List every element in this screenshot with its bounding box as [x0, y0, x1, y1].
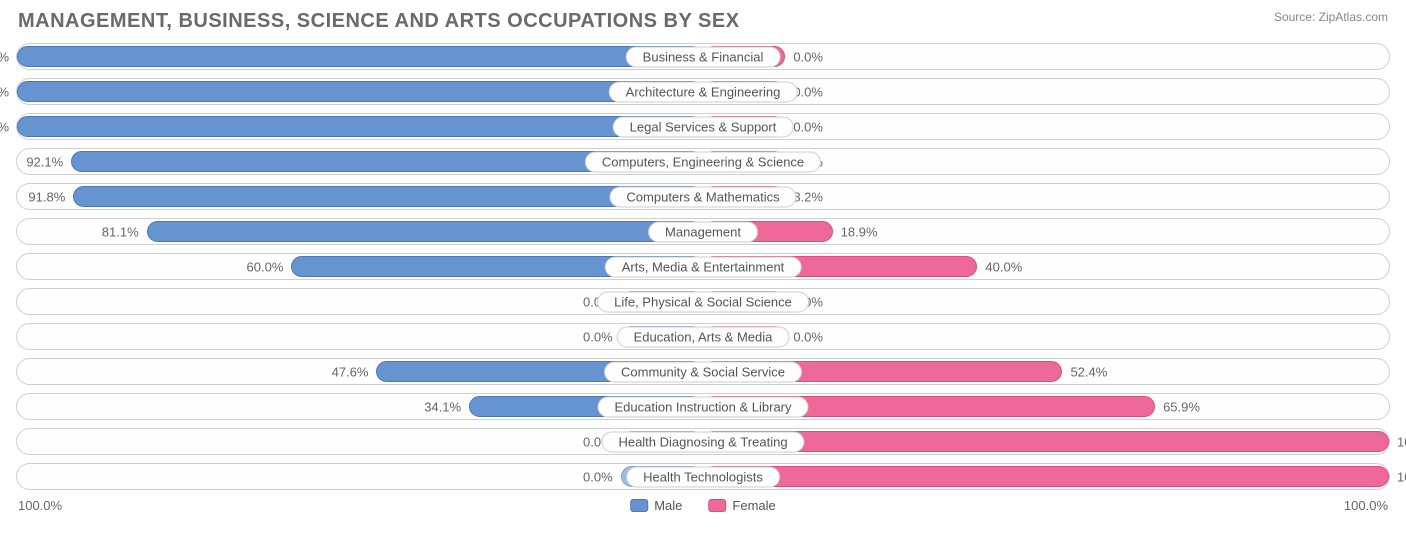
- male-swatch-icon: [630, 499, 648, 512]
- chart-row: 100.0%0.0%Architecture & Engineering: [16, 78, 1390, 105]
- axis-left-label: 100.0%: [18, 498, 62, 513]
- female-value: 0.0%: [793, 84, 823, 99]
- chart-row: 34.1% 65.9% Education Instruction & Librar…: [16, 393, 1390, 420]
- chart-row: 47.6% 52.4% Community & Social Service: [16, 358, 1390, 385]
- legend-female-label: Female: [732, 498, 775, 513]
- category-label: Education, Arts & Media: [617, 326, 790, 347]
- female-value: 100.0%: [1397, 434, 1406, 449]
- female-bar: [703, 431, 1389, 452]
- chart-axis: 100.0% 100.0% Male Female: [16, 498, 1390, 518]
- male-value: 91.8%: [28, 189, 65, 204]
- male-value: 0.0%: [583, 329, 613, 344]
- male-value: 100.0%: [0, 84, 9, 99]
- male-value: 47.6%: [332, 364, 369, 379]
- chart-row: 100.0%0.0%Business & Financial: [16, 43, 1390, 70]
- legend-male: Male: [630, 498, 682, 513]
- chart-row: 92.1%8.0%Computers, Engineering & Scienc…: [16, 148, 1390, 175]
- chart-row: 0.0%100.0%Health Diagnosing & Treating: [16, 428, 1390, 455]
- male-value: 60.0%: [247, 259, 284, 274]
- category-label: Computers, Engineering & Science: [585, 151, 821, 172]
- category-label: Health Technologists: [626, 466, 780, 487]
- female-value: 100.0%: [1397, 469, 1406, 484]
- male-bar: [147, 221, 703, 242]
- category-label: Education Instruction & Library: [597, 396, 808, 417]
- female-value: 52.4%: [1070, 364, 1107, 379]
- male-value: 100.0%: [0, 119, 9, 134]
- legend-female: Female: [708, 498, 775, 513]
- source-label: Source:: [1274, 10, 1315, 24]
- occupations-by-sex-chart: MANAGEMENT, BUSINESS, SCIENCE AND ARTS O…: [0, 0, 1406, 559]
- female-value: 0.0%: [793, 119, 823, 134]
- female-value: 0.0%: [793, 329, 823, 344]
- female-value: 0.0%: [793, 49, 823, 64]
- male-value: 34.1%: [424, 399, 461, 414]
- category-label: Arts, Media & Entertainment: [605, 256, 802, 277]
- chart-row: 81.1% 18.9% Management: [16, 218, 1390, 245]
- category-label: Computers & Mathematics: [609, 186, 796, 207]
- female-bar: [703, 466, 1389, 487]
- female-value: 18.9%: [841, 224, 878, 239]
- female-value: 40.0%: [985, 259, 1022, 274]
- category-label: Life, Physical & Social Science: [597, 291, 809, 312]
- male-value: 81.1%: [102, 224, 139, 239]
- chart-row: 0.0%0.0%Life, Physical & Social Science: [16, 288, 1390, 315]
- axis-right-label: 100.0%: [1344, 498, 1388, 513]
- female-swatch-icon: [708, 499, 726, 512]
- chart-title: MANAGEMENT, BUSINESS, SCIENCE AND ARTS O…: [18, 10, 1390, 33]
- chart-row: 0.0%0.0%Education, Arts & Media: [16, 323, 1390, 350]
- male-bar: [17, 116, 703, 137]
- male-value: 100.0%: [0, 49, 9, 64]
- chart-row: 60.0% 40.0% Arts, Media & Entertainment: [16, 253, 1390, 280]
- category-label: Community & Social Service: [604, 361, 802, 382]
- chart-rows: 100.0%0.0%Business & Financial100.0%0.0%…: [16, 43, 1390, 490]
- male-value: 0.0%: [583, 469, 613, 484]
- source-attribution: Source: ZipAtlas.com: [1274, 10, 1388, 24]
- female-value: 8.2%: [793, 189, 823, 204]
- source-site: ZipAtlas.com: [1319, 10, 1388, 24]
- category-label: Management: [648, 221, 758, 242]
- chart-legend: Male Female: [630, 498, 776, 513]
- chart-row: 0.0%100.0%Health Technologists: [16, 463, 1390, 490]
- category-label: Legal Services & Support: [613, 116, 794, 137]
- legend-male-label: Male: [654, 498, 682, 513]
- chart-row: 91.8% 8.2%Computers & Mathematics: [16, 183, 1390, 210]
- category-label: Health Diagnosing & Treating: [601, 431, 804, 452]
- female-value: 65.9%: [1163, 399, 1200, 414]
- male-bar: [17, 81, 703, 102]
- chart-row: 100.0%0.0%Legal Services & Support: [16, 113, 1390, 140]
- category-label: Business & Financial: [626, 46, 781, 67]
- male-bar: [17, 46, 703, 67]
- category-label: Architecture & Engineering: [609, 81, 798, 102]
- male-value: 92.1%: [26, 154, 63, 169]
